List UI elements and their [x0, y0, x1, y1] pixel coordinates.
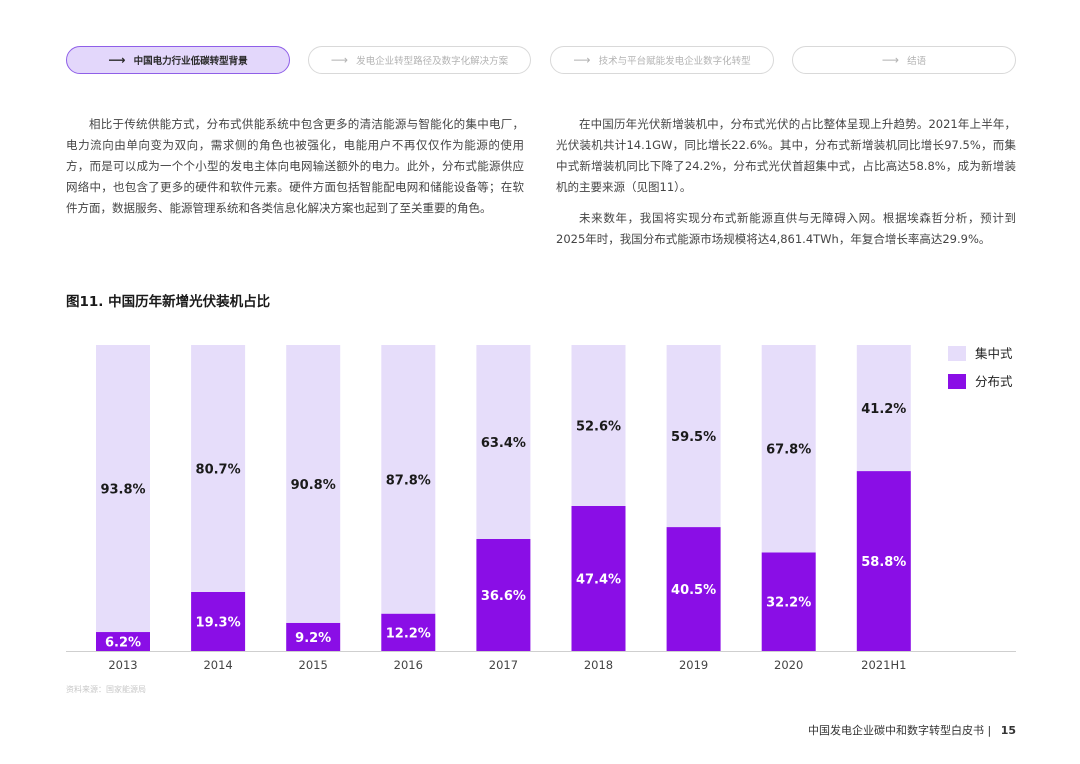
data-label: 6.2% [105, 636, 141, 651]
data-label: 52.6% [576, 419, 621, 434]
figure-title: 图11. 中国历年新增光伏装机占比 [66, 294, 271, 310]
data-label: 59.5% [671, 430, 716, 445]
data-label: 36.6% [481, 589, 526, 604]
bar-2018-distributed [571, 505, 626, 651]
bar-2014-distributed [191, 591, 246, 651]
bar-2020-centralized [761, 345, 816, 553]
source-note: 资料来源：国家能源局 [66, 685, 146, 694]
nav-tab-conclusion[interactable]: ⟶ 结语 [792, 46, 1016, 74]
legend-swatch [948, 346, 966, 361]
legend-swatch [948, 374, 966, 389]
x-tick-label: 2014 [203, 658, 232, 672]
nav-tab-label: 技术与平台赋能发电企业数字化转型 [598, 56, 751, 67]
data-label: 63.4% [481, 436, 526, 451]
body-paragraph-left: 相比于传统供能方式，分布式供能系统中包含更多的清洁能源与智能化的集中电厂，电力流… [66, 117, 524, 215]
data-label: 80.7% [196, 462, 241, 477]
x-tick-label: 2018 [584, 658, 613, 672]
data-label: 58.8% [861, 555, 906, 570]
bar-2014-centralized [191, 345, 246, 592]
page-number: 15 [1000, 724, 1016, 737]
data-label: 32.2% [766, 596, 811, 611]
data-label: 9.2% [295, 631, 331, 646]
section-nav: ⟶ 中国电力行业低碳转型背景 ⟶ 发电企业转型路径及数字化解决方案 ⟶ 技术与平… [66, 46, 1016, 76]
bar-2015-centralized [286, 345, 341, 623]
footer-doc-title: 中国发电企业碳中和数字转型白皮书 [807, 724, 984, 737]
bar-2017-centralized [476, 345, 531, 540]
legend-label: 集中式 [975, 346, 1013, 361]
nav-tab-label: 中国电力行业低碳转型背景 [133, 56, 248, 67]
data-label: 19.3% [196, 615, 241, 630]
data-label: 67.8% [766, 443, 811, 458]
data-label: 87.8% [386, 473, 431, 488]
bar-2013-centralized [96, 345, 150, 633]
body-paragraph-right-1: 在中国历年光伏新增装机中，分布式光伏的占比整体呈现上升趋势。2021年上半年，光… [556, 117, 1016, 194]
bar-2013-distributed [96, 632, 150, 651]
bar-2019-centralized [666, 345, 721, 528]
nav-tab-transformation-path[interactable]: ⟶ 发电企业转型路径及数字化解决方案 [308, 46, 531, 74]
body-paragraph-right-2: 未来数年，我国将实现分布式新能源直供与无障碍入网。根据埃森哲分析，预计到2025… [556, 211, 1016, 246]
footer-separator: | [987, 724, 992, 737]
chart-x-axis: 2013 2014 2015 2016 2017 2018 2019 2020 2021H1 [108, 658, 906, 672]
data-label: 41.2% [861, 402, 906, 417]
data-label: 12.2% [386, 626, 431, 641]
x-tick-label: 2020 [774, 658, 803, 672]
chart-bars: 6.2% 93.8% 19.3% 80.7% 9.2% 90.8% 12.2% 87.8% 36… [96, 345, 911, 651]
arrow-right-icon: ⟶ [573, 53, 591, 67]
x-tick-label: 2017 [489, 658, 518, 672]
data-label: 40.5% [671, 583, 716, 598]
legend-label: 分布式 [975, 374, 1013, 389]
x-tick-label: 2013 [108, 658, 137, 672]
bar-2020-distributed [761, 552, 816, 651]
bar-2021H1-distributed [856, 471, 911, 651]
page-footer: 中国发电企业碳中和数字转型白皮书 | 15 [808, 722, 1016, 738]
bar-2016-distributed [381, 613, 436, 651]
x-tick-label: 2019 [679, 658, 708, 672]
x-tick-label: 2021H1 [861, 658, 906, 672]
data-label: 90.8% [291, 478, 336, 493]
nav-tab-background[interactable]: ⟶ 中国电力行业低碳转型背景 [66, 46, 290, 74]
x-tick-label: 2015 [299, 658, 328, 672]
bar-2018-centralized [571, 345, 626, 506]
nav-tab-label: 发电企业转型路径及数字化解决方案 [356, 56, 509, 67]
arrow-right-icon: ⟶ [881, 53, 900, 67]
data-label: 47.4% [576, 572, 621, 587]
nav-tab-label: 结语 [907, 56, 927, 67]
x-tick-label: 2016 [394, 658, 423, 672]
bar-2021H1-centralized [856, 345, 911, 472]
bar-2016-centralized [381, 345, 436, 614]
arrow-right-icon: ⟶ [330, 53, 349, 67]
bar-2019-distributed [666, 527, 721, 651]
bar-2015-distributed [286, 622, 341, 651]
data-label: 93.8% [100, 483, 145, 498]
nav-tab-technology-platform[interactable]: ⟶ 技术与平台赋能发电企业数字化转型 [550, 46, 774, 74]
bar-2017-distributed [476, 539, 531, 651]
arrow-right-icon: ⟶ [108, 53, 126, 67]
